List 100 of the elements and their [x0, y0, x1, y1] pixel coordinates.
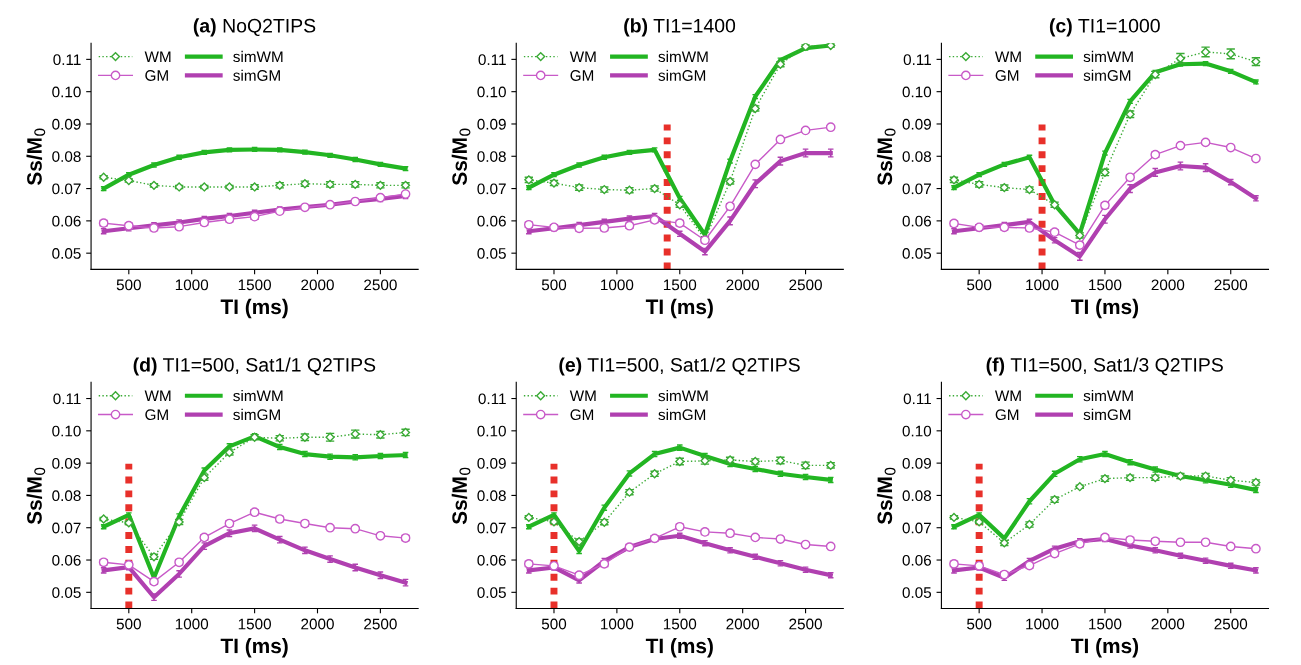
- x-tick-label: 2500: [1214, 618, 1248, 630]
- y-tick-label: 0.09: [52, 118, 81, 130]
- legend-label: simWM: [233, 50, 283, 63]
- legend-label: WM: [569, 390, 596, 402]
- y-tick-label: 0.06: [477, 215, 506, 227]
- y-tick-label: 0.07: [902, 183, 931, 195]
- x-tick-label: 2000: [301, 279, 334, 291]
- y-tick-label: 0.10: [902, 425, 932, 437]
- legend-label: GM: [995, 409, 1019, 421]
- legend-label: simGM: [1083, 408, 1131, 421]
- y-tick-label: 0.10: [902, 86, 932, 98]
- x-tick-label: 1500: [1089, 279, 1122, 291]
- y-tick-label: 0.08: [52, 490, 81, 502]
- y-tick-label: 0.05: [477, 587, 506, 599]
- y-tick-label: 0.10: [477, 425, 506, 437]
- y-tick-label: 0.06: [52, 554, 81, 566]
- legend-label: GM: [995, 70, 1019, 81]
- x-tick-label: 2000: [726, 279, 760, 291]
- y-tick-label: 0.11: [478, 393, 506, 405]
- legend-label: simWM: [658, 390, 708, 402]
- y-tick-label: 0.08: [52, 151, 81, 162]
- y-tick-label: 0.09: [52, 457, 81, 469]
- legend-label: GM: [570, 409, 594, 421]
- legend-label: simGM: [233, 69, 280, 81]
- y-tick-label: 0.08: [477, 151, 506, 162]
- chart-title: (a) NoQ2TIPS: [193, 18, 316, 37]
- x-tick-label: 2000: [1151, 279, 1185, 291]
- legend-label: simWM: [1083, 50, 1133, 63]
- y-tick-label: 0.05: [52, 587, 81, 599]
- y-tick-label: 0.06: [52, 215, 81, 227]
- y-tick-label: 0.09: [902, 457, 931, 469]
- x-tick-label: 500: [967, 279, 992, 291]
- x-tick-label: 1000: [601, 618, 634, 630]
- x-tick-label: 1500: [238, 618, 271, 630]
- x-tick-label: 1000: [175, 618, 209, 630]
- y-tick-label: 0.10: [477, 86, 506, 98]
- x-tick-label: 2500: [789, 618, 822, 630]
- x-axis-title: TI (ms): [645, 298, 713, 319]
- x-tick-label: 1500: [663, 279, 697, 291]
- x-tick-label: 2000: [301, 618, 334, 630]
- y-tick-label: 0.07: [477, 522, 506, 534]
- x-tick-label: 2000: [1151, 618, 1185, 630]
- y-tick-label: 0.10: [52, 86, 81, 98]
- y-tick-label: 0.09: [477, 457, 506, 469]
- legend-label: WM: [994, 51, 1021, 62]
- chart-title: (c) TI1=1000: [1049, 18, 1160, 37]
- x-tick-label: 1000: [175, 279, 209, 291]
- y-tick-label: 0.07: [52, 522, 81, 534]
- y-axis-title: Ss/M$_{0}$: [26, 128, 46, 186]
- y-tick-label: 0.08: [902, 151, 932, 162]
- x-tick-label: 500: [116, 618, 141, 630]
- y-tick-label: 0.05: [902, 587, 932, 599]
- x-tick-label: 1500: [238, 279, 271, 291]
- chart-title: (e) TI1=500, Sat1/2 Q2TIPS: [559, 357, 800, 376]
- y-axis-title: Ss/M$_{0}$: [451, 128, 471, 186]
- y-tick-label: 0.07: [52, 183, 81, 195]
- x-tick-label: 1500: [663, 618, 697, 630]
- y-tick-label: 0.11: [903, 54, 931, 66]
- legend-label: GM: [145, 409, 168, 421]
- x-tick-label: 500: [116, 279, 141, 291]
- y-tick-label: 0.11: [53, 54, 81, 66]
- x-tick-label: 500: [541, 618, 567, 630]
- legend-label: simGM: [658, 408, 706, 421]
- legend-label: simGM: [233, 408, 280, 421]
- x-tick-label: 2000: [726, 618, 760, 630]
- y-tick-label: 0.05: [52, 248, 81, 259]
- y-axis-title: Ss/M$_{0}$: [26, 467, 46, 525]
- legend-label: simGM: [1083, 69, 1131, 81]
- legend-label: WM: [569, 51, 596, 62]
- legend-label: simWM: [233, 390, 283, 402]
- x-axis-title: TI (ms): [1071, 298, 1139, 319]
- y-axis-title: Ss/M$_{0}$: [876, 128, 896, 186]
- legend-label: GM: [145, 70, 168, 81]
- y-tick-label: 0.11: [53, 393, 81, 405]
- x-tick-label: 2500: [789, 279, 822, 291]
- y-tick-label: 0.09: [902, 118, 931, 130]
- y-tick-label: 0.05: [477, 248, 506, 259]
- x-axis-title: TI (ms): [220, 298, 288, 319]
- x-tick-label: 2500: [1214, 279, 1248, 291]
- legend-label: simWM: [658, 50, 708, 63]
- y-tick-label: 0.08: [902, 490, 932, 502]
- y-tick-label: 0.08: [477, 490, 506, 502]
- y-tick-label: 0.11: [903, 393, 931, 405]
- y-tick-label: 0.07: [477, 183, 506, 195]
- legend-label: WM: [144, 51, 171, 62]
- legend-label: GM: [570, 70, 594, 81]
- x-tick-label: 1000: [1026, 279, 1059, 291]
- x-axis-title: TI (ms): [220, 637, 288, 658]
- y-tick-label: 0.06: [902, 215, 932, 227]
- y-tick-label: 0.10: [52, 425, 81, 437]
- y-tick-label: 0.11: [478, 54, 506, 66]
- y-tick-label: 0.06: [902, 554, 932, 566]
- x-tick-label: 2500: [364, 618, 397, 630]
- legend-label: WM: [144, 390, 171, 402]
- x-axis-title: TI (ms): [645, 637, 713, 658]
- y-tick-label: 0.05: [902, 248, 932, 259]
- y-tick-label: 0.09: [477, 118, 506, 130]
- y-tick-label: 0.06: [477, 554, 506, 566]
- y-tick-label: 0.07: [902, 522, 931, 534]
- legend-label: simWM: [1083, 390, 1133, 402]
